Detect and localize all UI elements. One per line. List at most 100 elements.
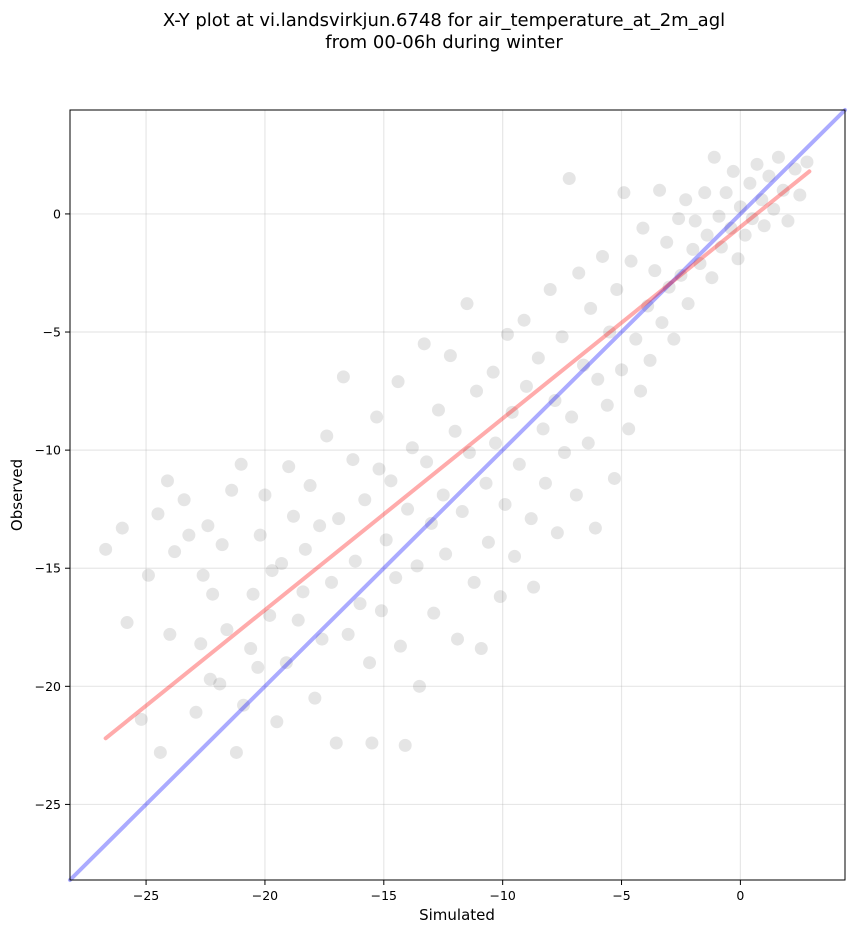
data-point	[412, 679, 426, 693]
data-point	[341, 627, 355, 641]
data-point	[681, 297, 695, 311]
data-point	[707, 150, 721, 164]
data-point	[424, 516, 438, 530]
data-point	[569, 488, 583, 502]
data-point	[194, 637, 208, 651]
data-point	[755, 193, 769, 207]
data-point	[177, 493, 191, 507]
data-point	[398, 738, 412, 752]
data-point	[629, 332, 643, 346]
data-point	[203, 672, 217, 686]
data-point	[555, 330, 569, 344]
data-point	[788, 162, 802, 176]
data-point	[674, 268, 688, 282]
data-point	[776, 183, 790, 197]
data-point	[641, 299, 655, 313]
data-point	[643, 353, 657, 367]
data-point	[234, 457, 248, 471]
data-point	[500, 327, 514, 341]
data-point	[600, 398, 614, 412]
data-point	[724, 221, 738, 235]
data-point	[455, 505, 469, 519]
data-point	[743, 176, 757, 190]
y-tick-label: −20	[35, 679, 61, 694]
data-point	[596, 249, 610, 263]
data-point	[793, 188, 807, 202]
data-point	[576, 358, 590, 372]
data-point	[99, 542, 113, 556]
data-point	[726, 164, 740, 178]
data-point	[517, 313, 531, 327]
data-point	[508, 549, 522, 563]
data-point	[474, 642, 488, 656]
grid-lines	[70, 110, 845, 880]
data-point	[470, 384, 484, 398]
data-point	[460, 297, 474, 311]
data-point	[420, 455, 434, 469]
data-point	[405, 441, 419, 455]
data-point	[206, 587, 220, 601]
data-point	[160, 474, 174, 488]
data-point	[731, 252, 745, 266]
data-point	[738, 228, 752, 242]
data-point	[246, 587, 260, 601]
data-point	[714, 240, 728, 254]
data-point	[244, 642, 258, 656]
data-point	[489, 436, 503, 450]
data-point	[291, 613, 305, 627]
data-point	[648, 264, 662, 278]
data-point	[451, 632, 464, 646]
data-point	[588, 521, 602, 535]
data-point	[303, 479, 317, 493]
x-axis-ticks: −25 −20 −15 −10 −5 0	[133, 880, 744, 903]
data-point	[279, 656, 293, 670]
data-point	[374, 604, 388, 618]
data-point	[120, 616, 134, 630]
data-point	[332, 512, 346, 526]
data-points	[99, 150, 814, 759]
data-point	[427, 606, 441, 620]
data-point	[610, 283, 624, 297]
data-point	[313, 519, 327, 533]
data-point	[557, 445, 571, 459]
data-point	[705, 271, 719, 285]
data-point	[607, 471, 621, 485]
data-point	[410, 559, 424, 573]
data-point	[237, 698, 251, 712]
data-point	[767, 202, 781, 216]
data-point	[298, 542, 312, 556]
data-point	[320, 429, 334, 443]
data-point	[270, 715, 284, 729]
data-point	[538, 476, 552, 490]
data-point	[757, 219, 771, 233]
data-point	[189, 705, 203, 719]
data-point	[550, 526, 564, 540]
data-point	[263, 608, 277, 622]
data-point	[524, 512, 538, 526]
data-point	[662, 280, 676, 294]
data-point	[391, 375, 405, 389]
data-point	[443, 349, 457, 363]
regression-line	[103, 169, 812, 741]
data-point	[163, 627, 177, 641]
data-point	[265, 564, 279, 578]
data-point	[325, 575, 339, 589]
y-tick-label: −10	[35, 443, 61, 458]
data-point	[493, 590, 507, 604]
data-point	[479, 476, 493, 490]
data-point	[329, 736, 343, 750]
x-tick-label: −20	[252, 888, 278, 903]
data-point	[439, 547, 453, 561]
data-point	[667, 332, 681, 346]
data-point	[115, 521, 129, 535]
x-tick-label: −10	[489, 888, 515, 903]
data-point	[486, 365, 500, 379]
data-point	[393, 639, 407, 653]
y-tick-label: 0	[53, 206, 61, 221]
data-point	[213, 677, 227, 691]
x-axis-label: Simulated	[419, 906, 495, 924]
data-point	[527, 580, 541, 594]
data-point	[282, 460, 296, 474]
data-point	[512, 457, 526, 471]
